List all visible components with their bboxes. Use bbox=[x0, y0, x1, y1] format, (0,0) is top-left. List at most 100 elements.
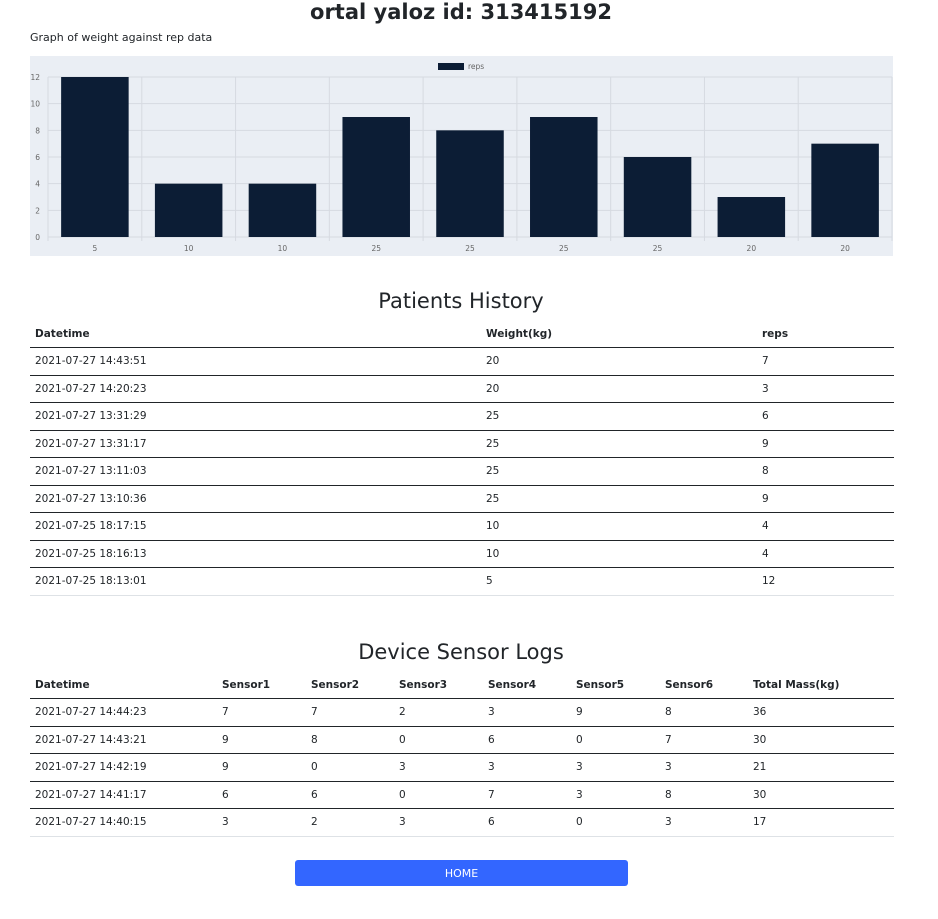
chart-svg: 0 2 4 6 8 10 12 5 10 10 25 25 25 25 20 20 reps bbox=[30, 62, 893, 253]
table-row: 2021-07-25 18:16:13 10 4 bbox=[30, 540, 894, 568]
reps-bar-chart: 0 2 4 6 8 10 12 5 10 10 25 25 25 25 20 20 reps bbox=[30, 56, 893, 256]
sensor-cell: 30 bbox=[748, 726, 894, 754]
sensor-body: 2021-07-27 14:44:23 7 7 2 3 9 8 36 2021-07-27 14… bbox=[30, 698, 894, 837]
sensor-cell: 0 bbox=[394, 726, 483, 754]
table-row: 2021-07-27 13:31:29 25 6 bbox=[30, 402, 894, 431]
sensor-cell: 7 bbox=[660, 726, 748, 754]
y-tick-label: 8 bbox=[35, 126, 40, 135]
sensor-cell: 3 bbox=[394, 753, 483, 782]
legend-swatch bbox=[438, 63, 464, 70]
sensor-cell: 6 bbox=[217, 781, 306, 809]
sensor-cell: 0 bbox=[394, 781, 483, 809]
history-cell: 2021-07-27 13:10:36 bbox=[30, 485, 481, 513]
bar bbox=[717, 197, 786, 237]
sensor-cell: 3 bbox=[660, 808, 748, 837]
history-cell: 20 bbox=[481, 347, 757, 376]
history-cell: 2021-07-27 13:11:03 bbox=[30, 457, 481, 486]
sensor-cell: 7 bbox=[306, 698, 394, 727]
x-tick-label: 25 bbox=[371, 244, 381, 253]
bar bbox=[154, 183, 223, 237]
sensor-cell: 9 bbox=[571, 698, 660, 727]
sensor-cell: 3 bbox=[571, 781, 660, 809]
sensor-cell: 6 bbox=[483, 726, 571, 754]
x-tick-label: 5 bbox=[92, 244, 97, 253]
sensor-cell: 36 bbox=[748, 698, 894, 727]
x-tick-label: 20 bbox=[840, 244, 850, 253]
table-row: 2021-07-27 14:41:17 6 6 0 7 3 8 30 bbox=[30, 781, 894, 809]
table-row: 2021-07-27 13:31:17 25 9 bbox=[30, 430, 894, 458]
x-tick-label: 20 bbox=[747, 244, 757, 253]
x-tick-label: 25 bbox=[653, 244, 663, 253]
history-cell: 2021-07-27 14:20:23 bbox=[30, 375, 481, 403]
y-tick-label: 12 bbox=[30, 73, 40, 82]
x-tick-label: 10 bbox=[278, 244, 288, 253]
page-title: ortal yaloz id: 313415192 bbox=[310, 0, 612, 24]
sensor-cell: 2021-07-27 14:44:23 bbox=[30, 698, 217, 727]
history-cell: 25 bbox=[481, 485, 757, 513]
history-col-header: reps bbox=[757, 320, 894, 348]
table-row: 2021-07-27 14:43:51 20 7 bbox=[30, 347, 894, 376]
sensor-cell: 0 bbox=[571, 808, 660, 837]
history-header-row: Datetime Weight(kg) reps bbox=[30, 320, 894, 348]
history-cell: 4 bbox=[757, 540, 894, 568]
bar bbox=[61, 77, 129, 237]
history-cell: 2021-07-27 13:31:29 bbox=[30, 402, 481, 431]
history-cell: 7 bbox=[757, 347, 894, 376]
history-cell: 8 bbox=[757, 457, 894, 486]
sensor-cell: 3 bbox=[483, 698, 571, 727]
history-title: Patients History bbox=[378, 289, 544, 313]
sensor-cell: 8 bbox=[306, 726, 394, 754]
y-tick-label: 0 bbox=[35, 233, 40, 242]
history-col-header: Datetime bbox=[30, 320, 481, 348]
x-tick-label: 10 bbox=[184, 244, 194, 253]
bar bbox=[811, 143, 879, 237]
history-cell: 9 bbox=[757, 430, 894, 458]
history-cell: 4 bbox=[757, 512, 894, 541]
legend-label: reps bbox=[468, 62, 484, 71]
sensor-cell: 9 bbox=[217, 726, 306, 754]
y-tick-label: 6 bbox=[35, 153, 40, 162]
sensor-cell: 3 bbox=[394, 808, 483, 837]
history-cell: 5 bbox=[481, 567, 757, 596]
sensor-header-row: Datetime Sensor1 Sensor2 Sensor3 Sensor4 Sens… bbox=[30, 671, 894, 699]
table-row: 2021-07-27 14:40:15 3 2 3 6 0 3 17 bbox=[30, 808, 894, 837]
y-tick-label: 2 bbox=[35, 206, 40, 215]
sensor-col-header: Sensor2 bbox=[306, 671, 394, 699]
sensor-col-header: Datetime bbox=[30, 671, 217, 699]
sensor-col-header: Sensor6 bbox=[660, 671, 748, 699]
sensor-logs-table: Datetime Sensor1 Sensor2 Sensor3 Sensor4 Sens… bbox=[30, 671, 894, 837]
bar bbox=[248, 183, 317, 237]
sensor-cell: 2021-07-27 14:43:21 bbox=[30, 726, 217, 754]
chart-caption: Graph of weight against rep data bbox=[30, 31, 213, 44]
sensor-col-header: Sensor1 bbox=[217, 671, 306, 699]
history-cell: 12 bbox=[757, 567, 894, 596]
sensor-cell: 7 bbox=[217, 698, 306, 727]
sensor-cell: 0 bbox=[571, 726, 660, 754]
history-cell: 25 bbox=[481, 402, 757, 431]
history-cell: 9 bbox=[757, 485, 894, 513]
history-body: 2021-07-27 14:43:51 20 7 2021-07-27 14:20:2… bbox=[30, 347, 894, 596]
y-tick-label: 10 bbox=[30, 100, 40, 109]
sensor-cell: 8 bbox=[660, 698, 748, 727]
home-button[interactable]: HOME bbox=[295, 860, 628, 886]
sensor-cell: 2021-07-27 14:42:19 bbox=[30, 753, 217, 782]
sensor-cell: 17 bbox=[748, 808, 894, 837]
table-row: 2021-07-27 14:20:23 20 3 bbox=[30, 375, 894, 403]
sensor-col-header: Sensor5 bbox=[571, 671, 660, 699]
sensor-cell: 30 bbox=[748, 781, 894, 809]
sensor-cell: 3 bbox=[660, 753, 748, 782]
history-cell: 3 bbox=[757, 375, 894, 403]
history-cell: 2021-07-25 18:16:13 bbox=[30, 540, 481, 568]
sensor-cell: 7 bbox=[483, 781, 571, 809]
sensor-col-header: Sensor3 bbox=[394, 671, 483, 699]
history-cell: 20 bbox=[481, 375, 757, 403]
table-row: 2021-07-25 18:17:15 10 4 bbox=[30, 512, 894, 541]
table-row: 2021-07-27 14:44:23 7 7 2 3 9 8 36 bbox=[30, 698, 894, 727]
sensor-cell: 21 bbox=[748, 753, 894, 782]
table-row: 2021-07-27 13:10:36 25 9 bbox=[30, 485, 894, 513]
table-row: 2021-07-27 13:11:03 25 8 bbox=[30, 457, 894, 486]
history-cell: 2021-07-25 18:13:01 bbox=[30, 567, 481, 596]
sensor-cell: 0 bbox=[306, 753, 394, 782]
sensor-cell: 8 bbox=[660, 781, 748, 809]
sensor-cell: 2021-07-27 14:41:17 bbox=[30, 781, 217, 809]
